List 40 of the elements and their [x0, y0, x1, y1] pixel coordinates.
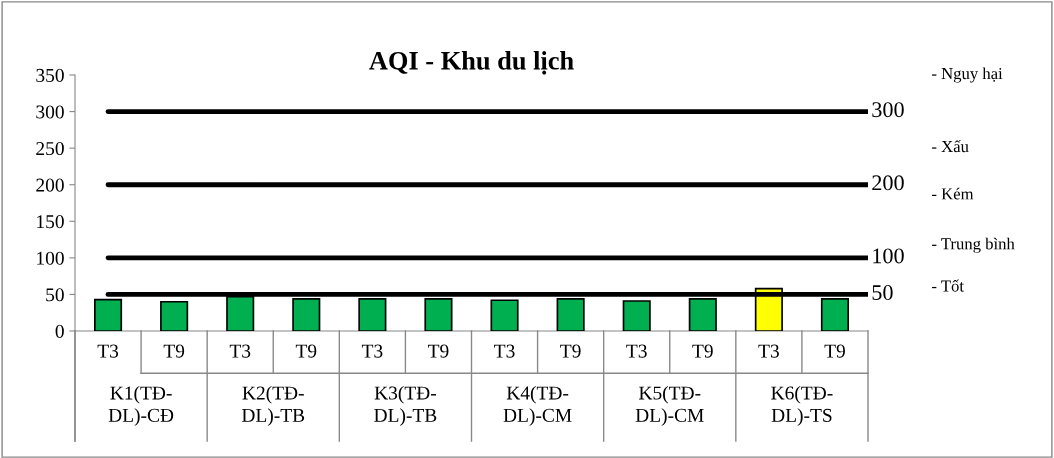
y-tick-label: 250 [36, 141, 64, 156]
x-tick-label: T3 [758, 344, 779, 358]
x-tick-label: T3 [626, 344, 647, 358]
x-tick-label: T9 [692, 344, 713, 358]
text: - Kém [932, 187, 974, 200]
y-tick-label: 50 [46, 288, 64, 302]
bar [160, 300, 189, 331]
ref-line-label: 300 [872, 102, 904, 118]
bar [490, 299, 519, 331]
chart-title: AQI - Khu du lịch [369, 51, 574, 75]
text: - Tốt [932, 279, 964, 292]
x-tick-label: T9 [824, 344, 845, 358]
y-tick-label: 0 [55, 324, 64, 338]
x-tick-label: T9 [295, 344, 317, 358]
y-tick-label: 150 [37, 215, 64, 229]
y-tick-label: 200 [36, 178, 64, 192]
x-tick-label: T9 [428, 344, 449, 358]
ref-line-label: 50 [872, 284, 893, 300]
text: - Trung bình [932, 237, 1015, 253]
y-tick-label: 300 [36, 105, 64, 119]
x-tick-label: T9 [560, 344, 581, 358]
bar [622, 300, 651, 331]
ref-line-label: 100 [873, 248, 904, 264]
text: - Nguy hại [932, 67, 1003, 83]
x-tick-label: T3 [361, 344, 383, 358]
ref-line-label: 200 [872, 175, 904, 191]
bar [93, 298, 123, 331]
text: K6(TĐ- DL)-TS [771, 385, 833, 426]
text: K5(TĐ- DL)-CM [635, 385, 704, 426]
x-tick-label: T3 [494, 344, 515, 358]
x-tick-label: T9 [163, 344, 185, 358]
y-tick-label: 100 [37, 251, 64, 265]
x-tick-label: T3 [97, 344, 119, 358]
text: - Xấu [932, 139, 969, 153]
text: K4(TĐ- DL)-CM [503, 385, 572, 426]
y-tick-label: 350 [36, 68, 64, 82]
text: K3(TĐ- DL)-TB [374, 385, 437, 426]
text: K1(TĐ- DL)-CĐ [108, 385, 174, 426]
x-tick-label: T3 [229, 344, 251, 358]
text: K2(TĐ- DL)-TB [241, 385, 305, 426]
